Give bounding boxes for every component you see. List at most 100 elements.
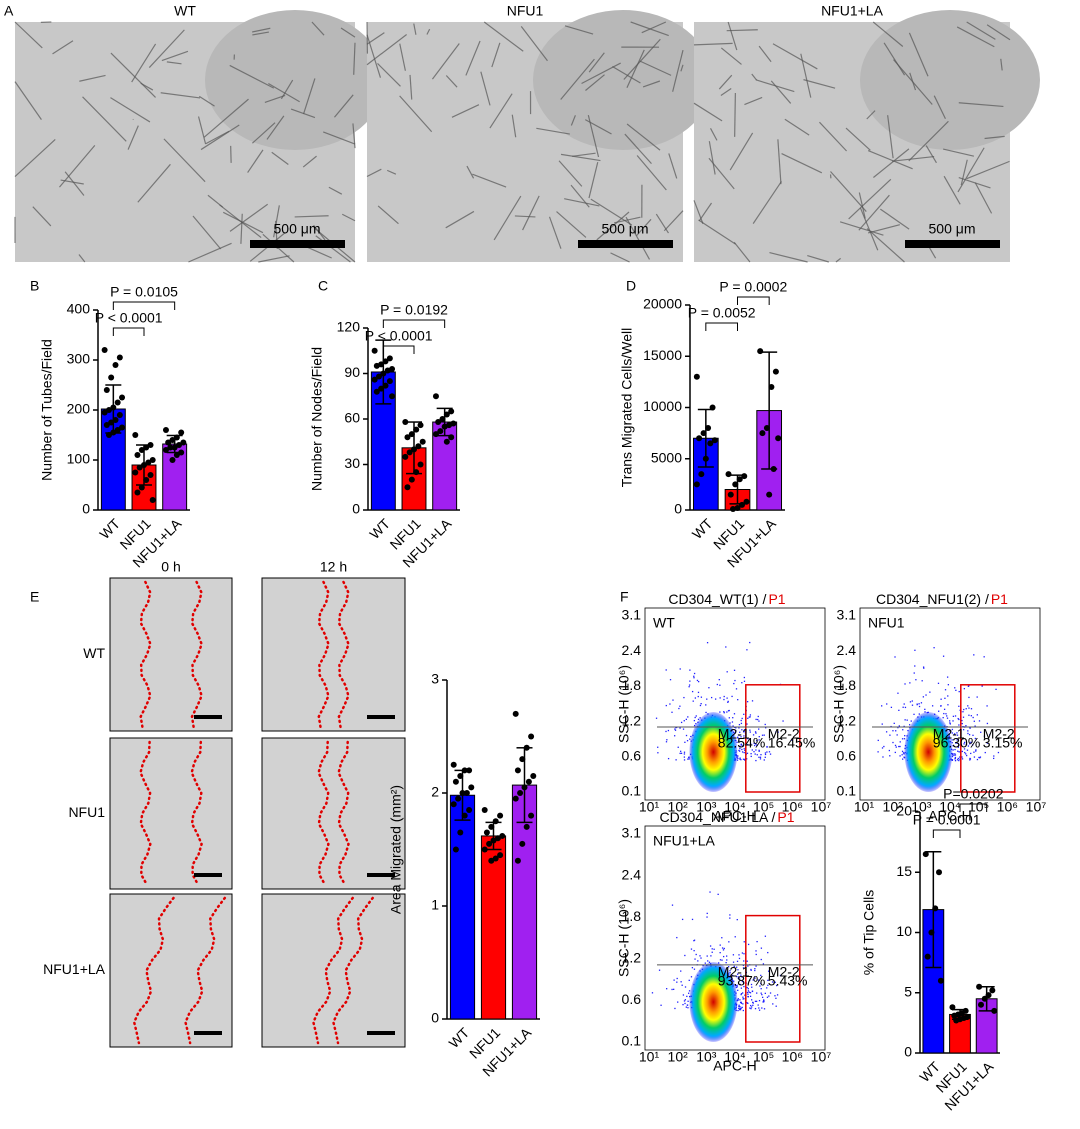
cell-network (79, 74, 106, 82)
event-dot (775, 997, 777, 999)
cell-network (720, 47, 742, 65)
event-dot (976, 714, 978, 716)
event-dot (758, 720, 760, 722)
p-value: P = 0.0192 (380, 302, 448, 318)
cell-network (866, 228, 905, 263)
plot-header: CD304_NFU1(2) / P1 (876, 591, 1008, 607)
event-dot (687, 758, 689, 760)
event-dot (772, 1003, 774, 1005)
data-point (101, 347, 108, 353)
cell-network (777, 139, 782, 185)
data-point (404, 434, 411, 441)
data-point (530, 773, 537, 780)
cell-network (693, 200, 704, 224)
flow-y-tick: 2.4 (622, 642, 642, 658)
event-dot (958, 690, 960, 693)
data-point (116, 354, 123, 361)
event-dot (665, 730, 667, 733)
data-point (101, 409, 108, 416)
cell-network (247, 149, 264, 173)
cell-network (240, 213, 243, 244)
cell-network (32, 206, 52, 227)
event-dot (902, 706, 904, 708)
event-dot (980, 731, 982, 733)
cell-network (480, 71, 491, 106)
event-dot (683, 753, 686, 755)
event-dot (979, 757, 981, 759)
data-point (937, 977, 944, 984)
event-dot (973, 756, 976, 758)
event-dot (738, 740, 740, 742)
event-dot (747, 717, 749, 720)
event-dot (895, 730, 897, 732)
cell-network (148, 29, 185, 68)
event-dot (937, 682, 940, 684)
event-dot (956, 759, 959, 761)
event-dot (954, 756, 957, 759)
cell-network (52, 40, 74, 55)
event-dot (721, 959, 723, 961)
event-dot (683, 696, 685, 699)
cell-network (909, 72, 917, 91)
event-dot (965, 743, 968, 746)
event-dot (695, 953, 697, 956)
y-tick-label: 15000 (643, 347, 682, 363)
y-tick-label: 5 (904, 983, 912, 999)
event-dot (729, 972, 731, 974)
cell-network (328, 186, 343, 195)
event-dot (903, 738, 906, 740)
event-dot (739, 758, 741, 760)
event-dot (956, 739, 958, 741)
flow-x-tick: 10⁶ (782, 799, 803, 815)
flow-y-tick: 2.4 (622, 866, 642, 882)
event-dot (737, 1009, 739, 1012)
flow-y-tick: 1.8 (622, 908, 642, 924)
cell-network (720, 87, 732, 96)
event-dot (729, 914, 731, 916)
event-dot (963, 741, 966, 744)
data-point (386, 378, 393, 385)
event-dot (760, 988, 762, 990)
data-point (734, 504, 741, 511)
event-dot (881, 723, 883, 725)
flow-x-tick: 10⁴ (724, 1049, 746, 1065)
data-point (415, 443, 422, 450)
event-dot (933, 647, 935, 649)
event-dot (706, 698, 708, 700)
event-dot (691, 918, 694, 921)
flow-x-axis: APC-H (928, 808, 972, 824)
event-dot (954, 757, 956, 759)
data-point (775, 435, 782, 442)
event-dot (752, 979, 754, 981)
event-dot (753, 742, 755, 745)
y-tick-label: 5000 (651, 449, 682, 465)
event-dot (721, 937, 723, 939)
data-point (514, 857, 521, 864)
event-dot (924, 708, 926, 710)
event-dot (974, 725, 976, 727)
event-dot (940, 698, 942, 700)
data-point (404, 484, 411, 491)
significance-bracket (112, 327, 145, 336)
event-dot (722, 949, 725, 951)
event-dot (957, 745, 959, 748)
data-point (949, 1004, 956, 1011)
event-dot (892, 730, 894, 732)
event-dot (782, 720, 784, 722)
event-dot (751, 749, 753, 751)
event-dot (749, 992, 752, 994)
micrograph-title: NFU1 (507, 3, 544, 19)
micrograph-shade (533, 10, 713, 150)
event-dot (686, 1004, 689, 1006)
data-point (417, 422, 424, 429)
significance-bracket (705, 322, 738, 331)
event-dot (737, 699, 739, 701)
flow-x-tick: 10⁴ (724, 799, 746, 815)
data-point (455, 795, 462, 802)
event-dot (674, 729, 677, 731)
event-dot (693, 949, 695, 952)
cell-network (925, 145, 937, 164)
cell-network (200, 124, 240, 151)
event-dot (963, 708, 965, 711)
row-label: NFU1 (68, 804, 105, 820)
